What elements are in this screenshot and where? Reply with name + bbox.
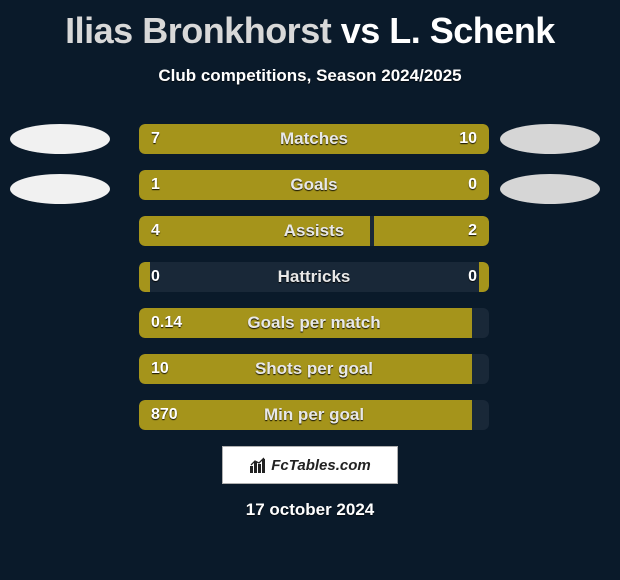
- stat-label: Min per goal: [139, 400, 489, 430]
- comparison-title: Ilias Bronkhorst vs L. Schenk: [0, 0, 620, 52]
- stat-label: Goals per match: [139, 308, 489, 338]
- player1-name: Ilias Bronkhorst: [65, 10, 331, 51]
- stat-row: Assists4 2: [139, 216, 489, 246]
- stat-value-right: 10: [459, 124, 477, 154]
- stat-value-right: 2: [468, 216, 477, 246]
- chart-icon: [249, 456, 267, 474]
- stat-row: Goals per match0.14: [139, 308, 489, 338]
- stat-label: Shots per goal: [139, 354, 489, 384]
- footer-date: 17 october 2024: [0, 500, 620, 520]
- stat-value-left: 0: [151, 262, 160, 292]
- player1-badge-placeholder-bottom: [10, 174, 110, 204]
- stat-row: Hattricks0 0: [139, 262, 489, 292]
- vs-text: vs: [341, 10, 380, 51]
- stat-value-left: 0.14: [151, 308, 182, 338]
- stat-value-left: 10: [151, 354, 169, 384]
- player2-name: L. Schenk: [389, 10, 555, 51]
- stat-label: Matches: [139, 124, 489, 154]
- stat-value-right: 0: [468, 262, 477, 292]
- stat-value-left: 7: [151, 124, 160, 154]
- stat-label: Hattricks: [139, 262, 489, 292]
- stat-row: Min per goal870: [139, 400, 489, 430]
- stat-value-right: 0: [468, 170, 477, 200]
- stat-row: Goals1 0: [139, 170, 489, 200]
- stat-row: Matches7 10: [139, 124, 489, 154]
- fctables-logo[interactable]: FcTables.com: [222, 446, 398, 484]
- logo-text: FcTables.com: [271, 457, 370, 474]
- content-area: Matches710Goals10Assists42Hattricks00Goa…: [0, 124, 620, 430]
- player2-badge-placeholder-bottom: [500, 174, 600, 204]
- player2-badge-placeholder-top: [500, 124, 600, 154]
- stat-value-left: 4: [151, 216, 160, 246]
- stat-label: Assists: [139, 216, 489, 246]
- stat-value-left: 1: [151, 170, 160, 200]
- subtitle: Club competitions, Season 2024/2025: [0, 66, 620, 86]
- stat-label: Goals: [139, 170, 489, 200]
- player1-badge-placeholder-top: [10, 124, 110, 154]
- stat-row: Shots per goal10: [139, 354, 489, 384]
- comparison-bars: Matches710Goals10Assists42Hattricks00Goa…: [139, 124, 489, 430]
- stat-value-left: 870: [151, 400, 178, 430]
